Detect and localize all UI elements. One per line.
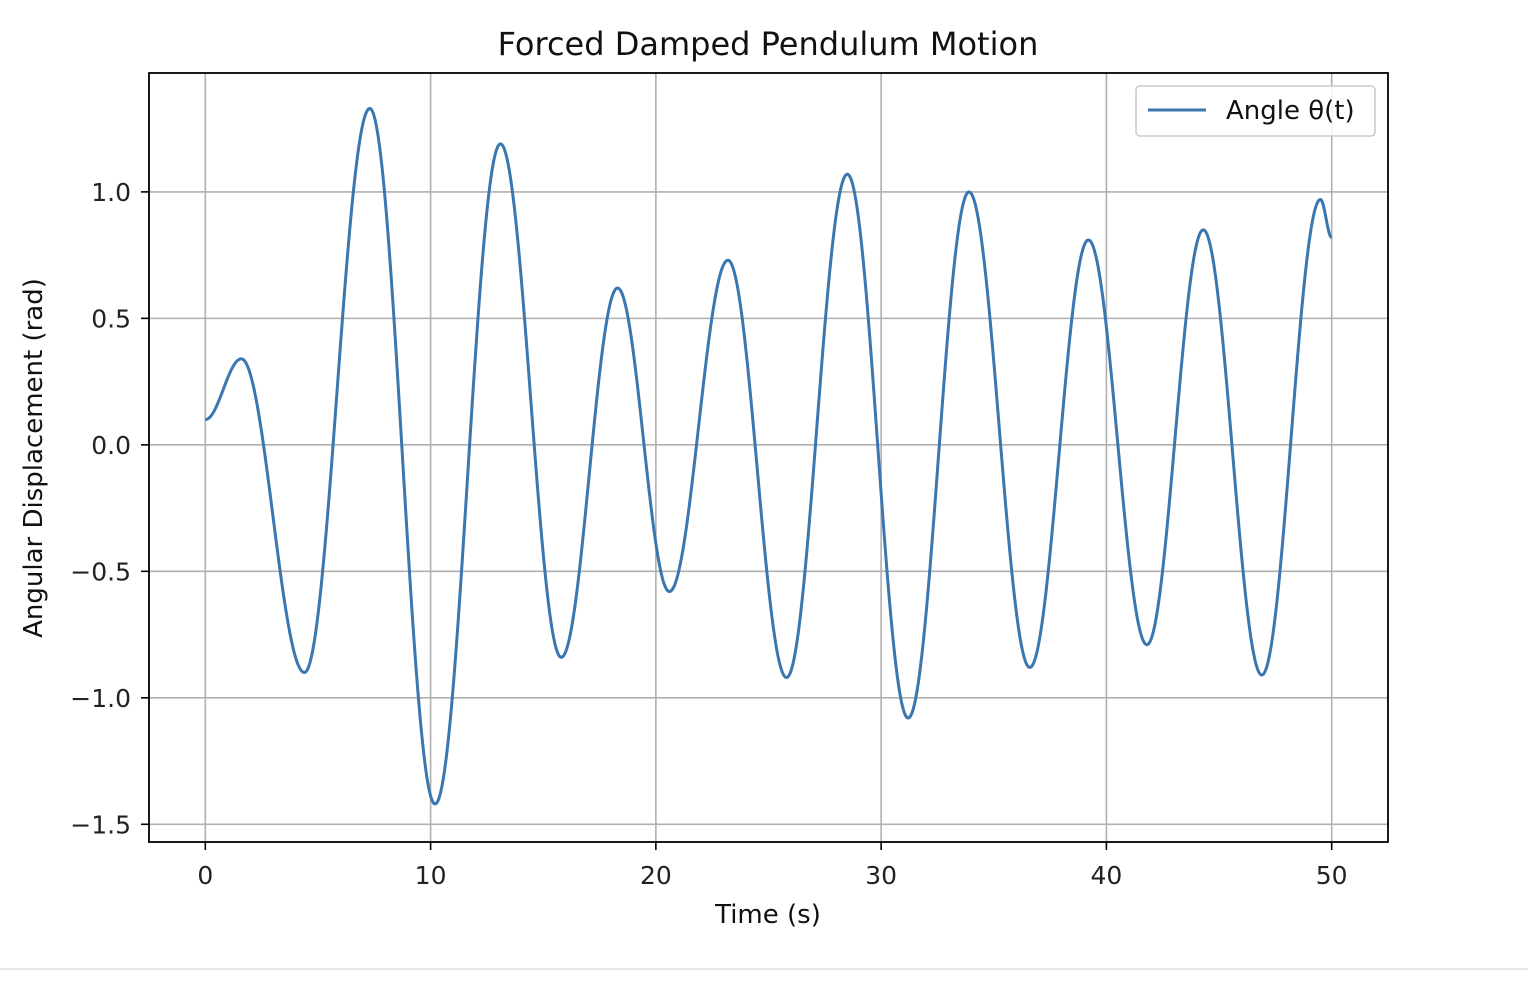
legend-entry-angle: Angle θ(t): [1226, 96, 1355, 126]
x-tick-label: 20: [640, 861, 672, 890]
y-tick-label: 0.5: [91, 304, 131, 333]
y-tick-label: 0.0: [91, 431, 131, 460]
y-tick-label: −1.0: [70, 684, 131, 713]
series-line-angle: [204, 106, 1333, 806]
series-layer: [204, 106, 1333, 806]
y-axis-label: Angular Displacement (rad): [19, 278, 49, 638]
legend: Angle θ(t): [1135, 85, 1376, 137]
x-axis-label: Time (s): [714, 900, 821, 930]
plot-frame: [148, 72, 1389, 843]
x-tick-label: 30: [865, 861, 897, 890]
y-tick-label: −0.5: [70, 557, 131, 586]
legend-box: [1135, 85, 1376, 137]
x-tick-label: 0: [197, 861, 213, 890]
y-tick-label: −1.5: [70, 810, 131, 839]
x-tick-label: 50: [1316, 861, 1348, 890]
bottom-divider: [0, 968, 1528, 970]
axis-ticks: 0 10 20 30 40 50 −1.5 −1.0 −0.5 0.0 0.5 1.0: [70, 178, 1347, 890]
grid-lines: [149, 73, 1388, 842]
x-tick-label: 40: [1091, 861, 1123, 890]
x-tick-label: 10: [415, 861, 447, 890]
y-tick-label: 1.0: [91, 178, 131, 207]
chart-title: Forced Damped Pendulum Motion: [498, 25, 1039, 63]
